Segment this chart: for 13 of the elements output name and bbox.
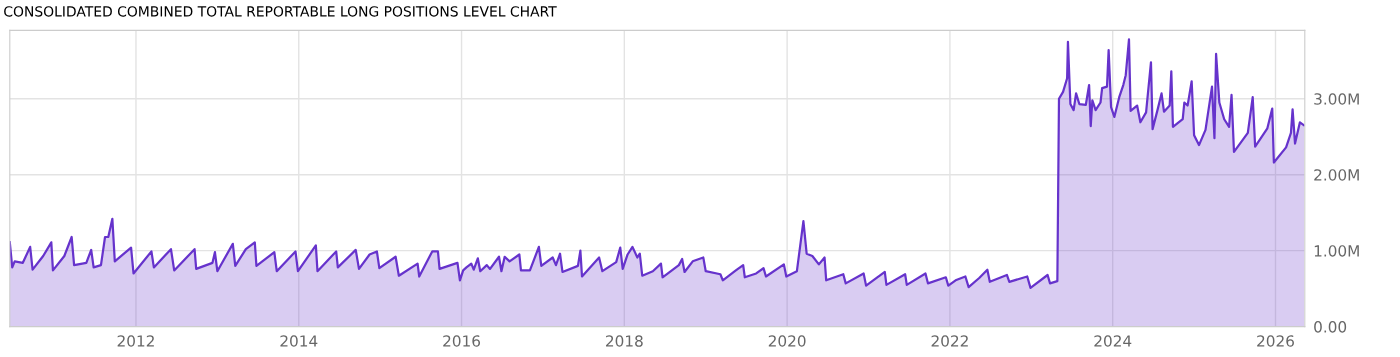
y-tick-label: 1.00M	[1314, 245, 1359, 257]
y-tick-label: 0.00	[1314, 321, 1347, 333]
x-tick-label: 2024	[1094, 335, 1132, 347]
x-tick-label: 2014	[280, 335, 318, 347]
x-tick-label: 2020	[768, 335, 806, 347]
y-tick-label: 3.00M	[1314, 93, 1359, 105]
x-tick-label: 2022	[931, 335, 968, 347]
chart-title: CONSOLIDATED COMBINED TOTAL REPORTABLE LONG POSITIONS LEVEL CHART	[4, 6, 557, 17]
y-tick-label: 2.00M	[1314, 169, 1359, 181]
x-tick-label: 2012	[117, 335, 154, 347]
x-tick-label: 2026	[1257, 335, 1294, 347]
x-tick-label: 2018	[606, 335, 643, 347]
x-tick-label: 2016	[443, 335, 481, 347]
